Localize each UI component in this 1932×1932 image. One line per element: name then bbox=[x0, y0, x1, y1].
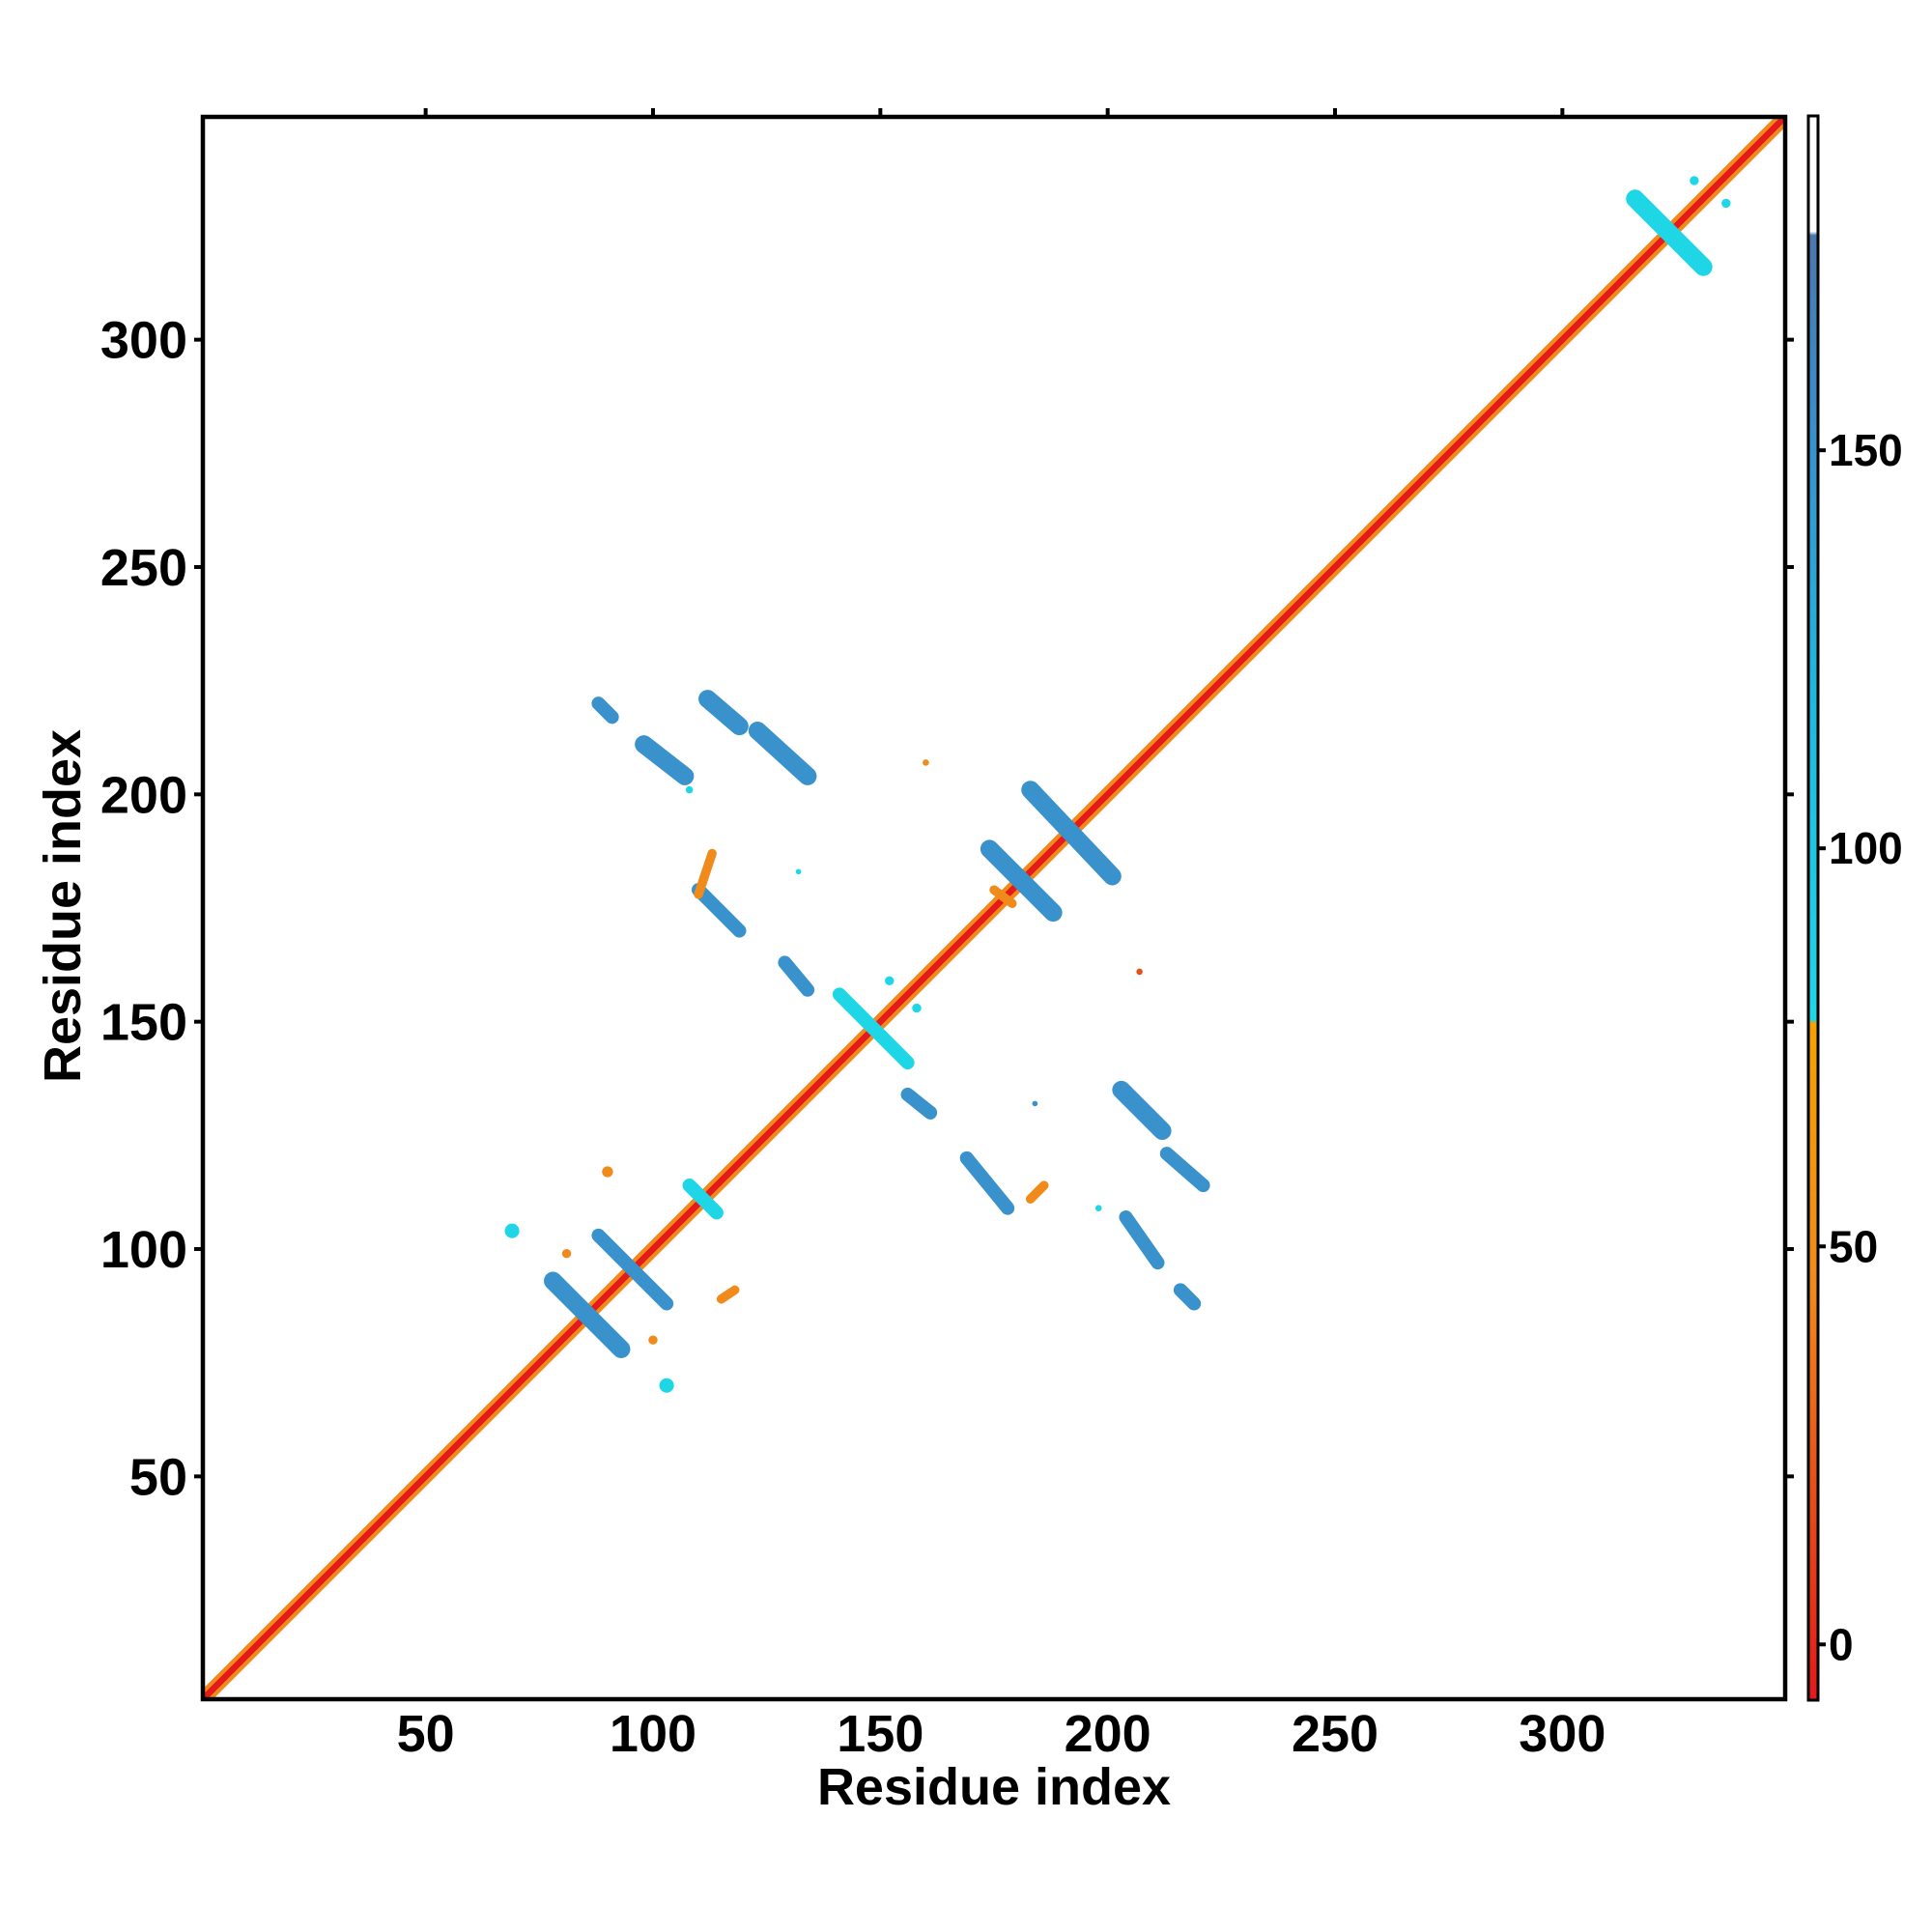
contact-segment-14 bbox=[544, 1271, 631, 1358]
contact-blob-1 bbox=[659, 1378, 674, 1393]
contact-segment-21 bbox=[694, 848, 717, 899]
contact-segment-22 bbox=[716, 1285, 740, 1304]
contact-blob-13 bbox=[1721, 198, 1731, 209]
contact-blob-5 bbox=[685, 785, 694, 794]
contact-segment-6 bbox=[980, 839, 1063, 923]
contact-segment-0 bbox=[591, 696, 619, 724]
x-tick-label-100: 100 bbox=[610, 1705, 696, 1763]
contact-segment-19 bbox=[989, 885, 1017, 908]
y-tick-label-300: 300 bbox=[100, 312, 187, 370]
x-tick-label-300: 300 bbox=[1519, 1705, 1605, 1763]
x-axis-title: Residue index bbox=[817, 1758, 1171, 1816]
y-axis-title: Residue index bbox=[34, 729, 92, 1083]
colorbar-strip bbox=[1806, 114, 1820, 1702]
colorbar-tick-label-100: 100 bbox=[1829, 823, 1903, 873]
contact-segment-17 bbox=[832, 987, 915, 1070]
y-tick-label-100: 100 bbox=[100, 1221, 187, 1279]
contact-segment-9 bbox=[959, 1151, 1015, 1215]
contact-segment-10 bbox=[1112, 1080, 1172, 1141]
x-tick-label-200: 200 bbox=[1065, 1705, 1151, 1763]
y-tick-label-200: 200 bbox=[100, 766, 187, 824]
plot-frame bbox=[200, 114, 1788, 1702]
contact-segment-13 bbox=[1173, 1283, 1202, 1311]
colorbar-tick-label-50: 50 bbox=[1829, 1221, 1878, 1271]
contact-segment-8 bbox=[900, 1087, 938, 1120]
x-tick-label-250: 250 bbox=[1292, 1705, 1378, 1763]
diagonal-band-core bbox=[203, 117, 1785, 1699]
x-tick-label-50: 50 bbox=[397, 1705, 455, 1763]
contact-blob-7 bbox=[1032, 1100, 1038, 1107]
colorbar-tick-label-150: 150 bbox=[1829, 425, 1903, 475]
contact-blob-3 bbox=[561, 1249, 572, 1259]
colorbar: 0 50 100 150 bbox=[1806, 114, 1903, 1702]
contact-blob-14 bbox=[1690, 176, 1699, 185]
contact-segment-2 bbox=[698, 690, 749, 736]
contact-segment-1 bbox=[635, 735, 695, 785]
contact-segment-20 bbox=[1025, 1180, 1049, 1204]
contact-blob-6 bbox=[795, 868, 802, 875]
contact-blob-9 bbox=[923, 759, 929, 766]
contact-segment-12 bbox=[1119, 1210, 1165, 1270]
contact-segment-5 bbox=[778, 955, 815, 997]
contact-segment-15 bbox=[591, 1228, 674, 1311]
contact-blob-2 bbox=[602, 1166, 613, 1178]
contact-blob-8 bbox=[1136, 968, 1143, 976]
contact-segment-16 bbox=[1626, 189, 1713, 276]
contact-blob-0 bbox=[504, 1223, 520, 1238]
x-tick-label-150: 150 bbox=[837, 1705, 923, 1763]
y-tick-label-250: 250 bbox=[100, 539, 187, 597]
contact-segment-4 bbox=[691, 883, 747, 938]
y-axis-ticks: 50 100 150 200 250 300 bbox=[100, 312, 1794, 1506]
contact-segment-11 bbox=[1159, 1147, 1210, 1193]
contact-blob-10 bbox=[1094, 1205, 1102, 1211]
contact-segment-18 bbox=[682, 1179, 724, 1220]
contact-blob-12 bbox=[912, 1003, 922, 1013]
contact-segment-3 bbox=[748, 722, 817, 785]
y-tick-label-150: 150 bbox=[100, 994, 187, 1052]
contact-segment-7 bbox=[1021, 781, 1122, 886]
colorbar-tick-label-0: 0 bbox=[1829, 1619, 1854, 1669]
plot-content bbox=[203, 117, 1785, 1699]
contact-blob-11 bbox=[885, 976, 895, 986]
contact-blob-4 bbox=[648, 1335, 658, 1345]
x-axis-ticks: 50 100 150 200 250 300 bbox=[397, 108, 1605, 1763]
y-tick-label-50: 50 bbox=[129, 1448, 187, 1506]
